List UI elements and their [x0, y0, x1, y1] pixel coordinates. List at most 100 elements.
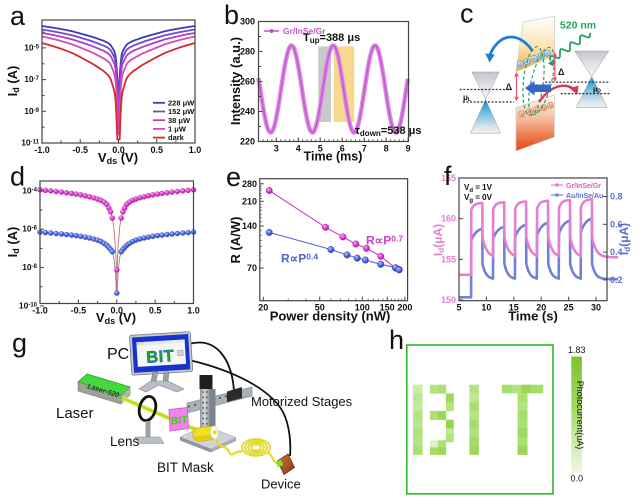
svg-text:25: 25	[564, 303, 574, 313]
svg-text:Device: Device	[261, 477, 301, 492]
svg-text:Δ: Δ	[558, 67, 565, 77]
svg-text:10-8: 10-8	[22, 262, 37, 272]
svg-text:Au/InSe/Au: Au/InSe/Au	[566, 193, 603, 200]
svg-text:150: 150	[380, 303, 395, 313]
svg-text:Id(μA): Id(μA)	[617, 223, 632, 255]
svg-text:300: 300	[240, 17, 255, 27]
svg-text:280: 280	[242, 179, 257, 189]
svg-text:h: h	[542, 105, 545, 110]
svg-text:5: 5	[456, 303, 461, 313]
svg-text:Time (s): Time (s)	[508, 309, 558, 324]
svg-text:-0.5: -0.5	[72, 145, 88, 155]
svg-text:d: d	[10, 162, 25, 192]
svg-text:140: 140	[242, 221, 257, 231]
svg-text:150: 150	[441, 295, 456, 305]
svg-text:h: h	[549, 103, 552, 108]
svg-text:20: 20	[536, 303, 546, 313]
svg-text:h: h	[535, 107, 538, 112]
svg-text:Δ: Δ	[506, 82, 513, 92]
svg-text:210: 210	[242, 196, 257, 206]
svg-text:200: 200	[397, 303, 412, 313]
svg-text:0.2: 0.2	[610, 275, 623, 285]
svg-text:e: e	[226, 162, 241, 192]
svg-text:μD: μD	[593, 87, 601, 95]
svg-text:e: e	[540, 53, 543, 58]
svg-text:PC: PC	[107, 346, 129, 363]
svg-text:g: g	[12, 328, 27, 358]
svg-text:h: h	[389, 325, 404, 355]
svg-text:Vds (V): Vds (V)	[96, 310, 136, 326]
svg-text:Id (A): Id (A)	[5, 66, 21, 97]
svg-text:a: a	[10, 1, 26, 31]
svg-text:1 μW: 1 μW	[168, 125, 187, 134]
svg-text:9: 9	[406, 144, 411, 154]
svg-text:R∝P0.4: R∝P0.4	[281, 252, 318, 266]
svg-text:0.5: 0.5	[151, 145, 164, 155]
svg-text:0.8: 0.8	[610, 192, 623, 202]
svg-text:Power density (nW): Power density (nW)	[270, 309, 391, 324]
svg-text:100: 100	[355, 303, 370, 313]
svg-text:1.83: 1.83	[568, 345, 586, 355]
svg-text:5: 5	[318, 144, 323, 154]
svg-text:BIT: BIT	[146, 347, 175, 367]
svg-text:Time (ms): Time (ms)	[304, 150, 363, 164]
svg-text:10-7: 10-7	[24, 74, 39, 84]
svg-text:0.0: 0.0	[111, 306, 124, 316]
svg-text:1.0: 1.0	[189, 145, 202, 155]
svg-text:70: 70	[247, 263, 257, 273]
svg-text:165: 165	[441, 173, 456, 183]
svg-text:7: 7	[362, 144, 367, 154]
svg-text:dark: dark	[168, 133, 185, 142]
svg-text:e: e	[546, 51, 549, 56]
svg-text:BIT: BIT	[170, 414, 188, 427]
svg-text:228 μW: 228 μW	[168, 98, 195, 107]
svg-text:e: e	[519, 62, 522, 67]
svg-text:4: 4	[296, 144, 301, 154]
svg-text:152 μW: 152 μW	[168, 107, 195, 116]
svg-text:R (A/W): R (A/W)	[228, 217, 243, 264]
svg-text:-0.5: -0.5	[71, 306, 87, 316]
svg-text:μL: μL	[463, 93, 471, 103]
svg-text:Motorized Stages: Motorized Stages	[251, 394, 353, 409]
svg-text:10-11: 10-11	[21, 138, 39, 148]
svg-text:0.6: 0.6	[610, 219, 623, 229]
svg-text:Vd = 1V: Vd = 1V	[464, 183, 493, 194]
svg-text:b: b	[224, 0, 239, 30]
svg-text:Lens: Lens	[110, 434, 140, 449]
svg-text:8: 8	[384, 144, 389, 154]
svg-text:Gr/InSe/Gr: Gr/InSe/Gr	[566, 183, 601, 190]
svg-text:520 nm: 520 nm	[560, 20, 596, 32]
svg-text:10-9: 10-9	[24, 106, 39, 116]
svg-text:240: 240	[240, 107, 255, 117]
svg-text:0.4: 0.4	[610, 247, 623, 257]
svg-text:15: 15	[509, 303, 519, 313]
svg-text:0.0: 0.0	[571, 474, 584, 484]
svg-text:280: 280	[240, 47, 255, 57]
svg-text:1.0: 1.0	[187, 306, 200, 316]
svg-text:6: 6	[340, 144, 345, 154]
svg-text:10-6: 10-6	[22, 224, 37, 234]
svg-text:f: f	[444, 161, 452, 191]
svg-text:10-10: 10-10	[19, 301, 38, 311]
svg-text:50: 50	[315, 303, 325, 313]
svg-text:h: h	[521, 111, 524, 116]
svg-text:Laser: Laser	[56, 405, 94, 422]
svg-text:BIT Mask: BIT Mask	[157, 460, 214, 475]
svg-text:Gr/InSe/Gr: Gr/InSe/Gr	[283, 26, 326, 36]
svg-text:τdown=538 μs: τdown=538 μs	[355, 125, 422, 138]
svg-text:220: 220	[240, 137, 255, 147]
svg-text:Vds (V): Vds (V)	[98, 150, 138, 166]
svg-text:10-4: 10-4	[22, 185, 37, 195]
svg-text:155: 155	[441, 254, 456, 264]
svg-text:Vg = 0V: Vg = 0V	[464, 193, 493, 204]
svg-text:0.0: 0.0	[112, 145, 125, 155]
svg-text:10-5: 10-5	[24, 42, 39, 52]
svg-text:-1.0: -1.0	[34, 145, 50, 155]
svg-text:38 μW: 38 μW	[168, 116, 191, 125]
svg-text:10: 10	[481, 303, 491, 313]
svg-text:R∝P0.7: R∝P0.7	[366, 234, 403, 248]
svg-text:160: 160	[441, 214, 456, 224]
svg-text:Intensity (a.u.): Intensity (a.u.)	[228, 37, 243, 125]
svg-text:c: c	[460, 0, 474, 29]
svg-text:20: 20	[258, 303, 268, 313]
